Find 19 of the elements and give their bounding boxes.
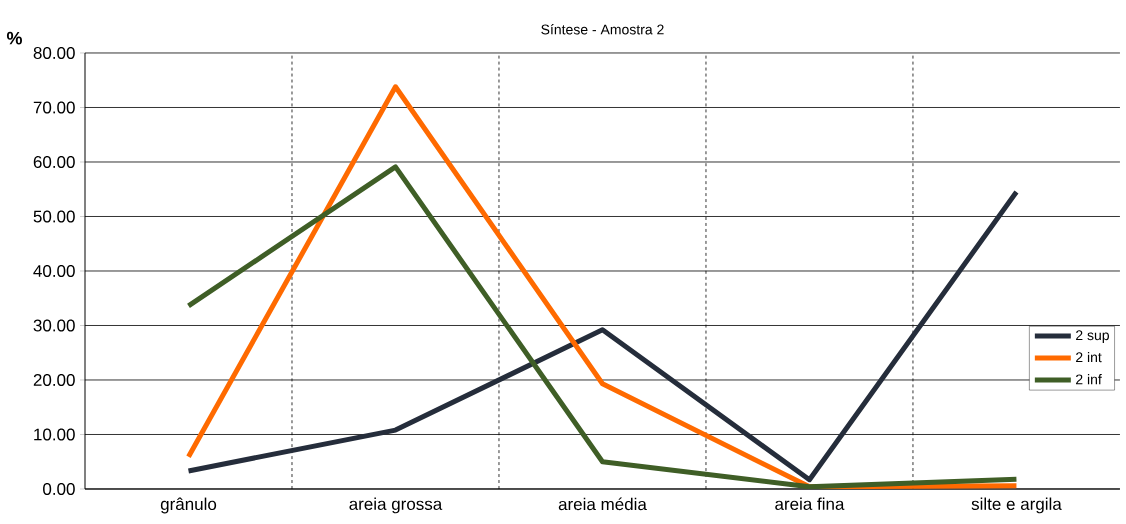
y-tick-label: 80.00 [33,46,75,60]
y-axis-title: % [6,31,22,45]
y-tick-label: 60.00 [33,155,75,169]
y-tick-label: 70.00 [33,101,75,114]
y-tick-label: 40.00 [33,264,75,278]
y-tick-label: 10.00 [34,428,75,441]
legend-label: 2 int [1076,351,1102,363]
x-tick-label: silte e argila [971,497,1062,514]
legend-label: 2 inf [1076,374,1102,385]
y-tick-label: 0.00 [43,482,75,496]
y-tick-label: 50.00 [33,210,75,223]
x-tick-label: grânulo [160,497,217,514]
legend-label: 2 sup [1076,330,1109,343]
x-tick-label: areia grossa [349,497,443,514]
chart-title: Síntese - Amostra 2 [541,24,664,35]
y-tick-label: 20.00 [33,373,75,387]
y-tick-label: 30.00 [33,319,75,332]
x-tick-label: areia fina [775,497,845,511]
x-tick-label: areia média [558,497,647,511]
